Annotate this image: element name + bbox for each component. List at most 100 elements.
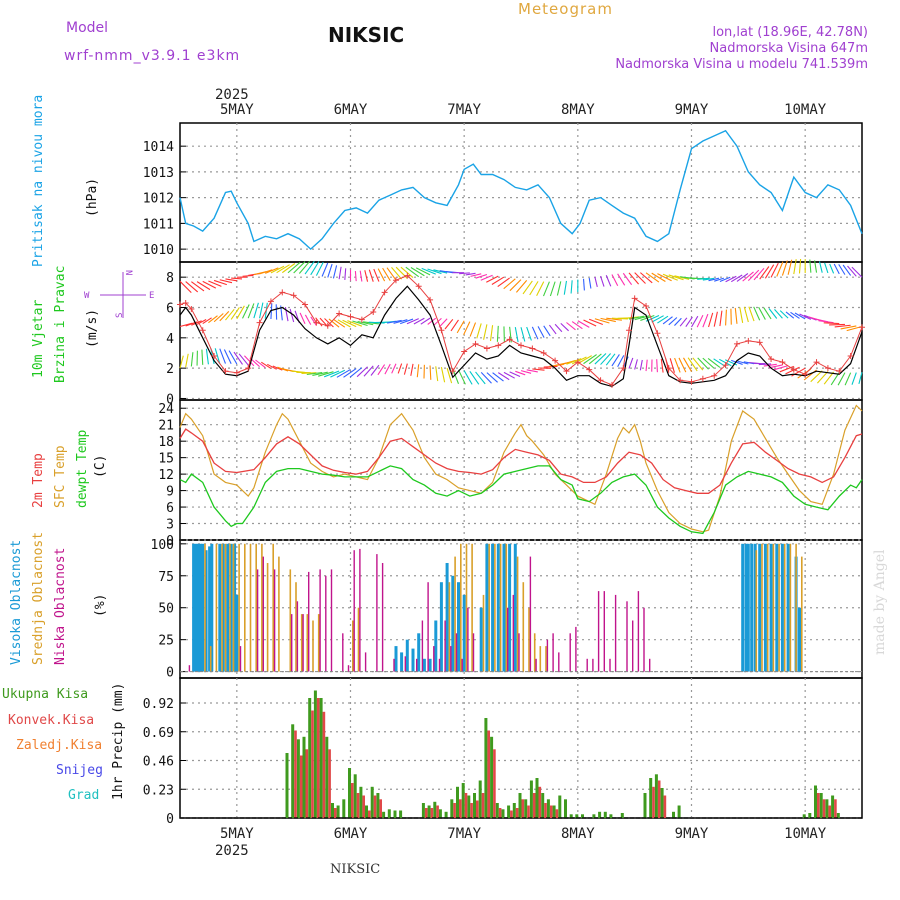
wind-compass: N W E S [84, 270, 154, 318]
wind-arrow [457, 369, 466, 385]
temp-tick-label: 24 [158, 402, 174, 417]
precip-tick-label: 0.92 [143, 697, 174, 712]
precip-conv-bar [532, 793, 536, 818]
cloud-high-bar [201, 543, 205, 672]
cloud-tick-label: 75 [158, 570, 174, 585]
wind-arrow [347, 320, 363, 327]
wind-arrow [736, 273, 749, 282]
wind-arrow [816, 371, 829, 384]
wind-arrow [214, 348, 221, 364]
cloud-mid-bar [801, 556, 803, 672]
cloud-mid-bar [224, 543, 227, 672]
wind-gust-marker [654, 330, 661, 337]
wind-arrow [233, 351, 243, 365]
wind-arrow [225, 278, 238, 282]
wind-arrow [373, 268, 380, 282]
wind-gust-marker [211, 353, 218, 360]
top-day-label: 5MAY [220, 102, 254, 118]
wind-arrow [475, 371, 486, 385]
wind-arrow [315, 261, 324, 276]
wind-arrow [293, 261, 306, 274]
wind-arrow [731, 359, 743, 365]
wind-gust-marker [631, 295, 638, 302]
wind-arrow [566, 322, 576, 331]
cloud-high-bar [422, 658, 426, 672]
cloud-high-bar [233, 543, 237, 672]
wind-arrow [352, 320, 368, 327]
precip-conv-bar [294, 730, 297, 818]
wind-arrow [259, 269, 273, 275]
wind-arrow [459, 272, 470, 275]
wind-arrow [503, 278, 516, 290]
cloud-high-bar [235, 594, 239, 672]
top-day-label: 10MAY [784, 102, 827, 118]
cloud-mid-bar [448, 582, 451, 672]
wind-arrow [571, 321, 583, 330]
wind-arrow [799, 313, 812, 320]
wind-arrow [363, 365, 374, 377]
wind-arrow [480, 274, 493, 281]
wind-arrow [382, 267, 391, 281]
precip-conv-bar [549, 805, 553, 818]
wind-arrow [713, 311, 718, 327]
cloud-low-bar [450, 646, 452, 672]
wind-arrow [823, 322, 840, 325]
wind-arrow [238, 353, 249, 366]
wind-arrow [450, 319, 459, 332]
cloud-mid-bar [761, 543, 763, 672]
cloud-mid-bar [295, 582, 297, 672]
cloud-low-bar [291, 614, 293, 672]
bottom-day-label: 6MAY [334, 826, 368, 842]
wind-arrow [397, 363, 403, 374]
wind-arrow [588, 353, 602, 365]
cloud-low-bar [433, 646, 435, 672]
wind-arrow [202, 317, 212, 325]
cloud-mid-bar [238, 543, 240, 672]
wind-arrow [628, 272, 640, 285]
wind-gust-marker [336, 310, 343, 317]
cloud-low-bar [256, 569, 259, 672]
top-day-label: 6MAY [334, 102, 368, 118]
precip-conv-bar [493, 749, 496, 819]
wind-arrow [343, 368, 357, 378]
cloud-mid-bar [488, 543, 490, 672]
cloud-high-bar [769, 543, 773, 672]
precip-conv-bar [657, 780, 661, 818]
wind-arrow [702, 277, 715, 281]
cloud-high-bar [405, 639, 409, 672]
wind-arrow [509, 279, 522, 292]
cloud-mid-bar [306, 614, 309, 672]
cloud-low-bar [472, 633, 475, 672]
wind-arrow [605, 275, 612, 287]
wind-arrow [674, 275, 690, 280]
precip-total-bar [836, 813, 840, 818]
wind-arrow [529, 281, 539, 296]
wind-arrow [242, 304, 250, 319]
compass-n-label: N [123, 270, 133, 275]
cloud-title-mid: Srednja Oblacnost [31, 532, 46, 665]
wind-arrow [191, 281, 205, 292]
wind-arrow [244, 355, 255, 367]
precip-conv-bar [379, 799, 382, 819]
wind-arrow [324, 370, 340, 378]
wind-arrow [332, 265, 338, 279]
precip-conv-bar [834, 799, 837, 819]
wind-arrow [823, 371, 835, 385]
wind-arrow [549, 281, 556, 297]
wind-arrow [678, 357, 687, 373]
wind-arrow [315, 317, 323, 327]
cloud-high-bar [775, 543, 779, 672]
cloud-high-bar [199, 543, 202, 672]
wind-arrow [536, 281, 545, 296]
cloud-low-bar [427, 582, 429, 672]
wind-gust-marker [745, 337, 752, 344]
cloud-mid-bar [795, 543, 797, 672]
cloud-mid-bar [261, 543, 263, 672]
precip-conv-bar [299, 755, 303, 818]
wind-arrow [583, 354, 597, 365]
cloud-high-bar [786, 543, 790, 672]
wind-arrow [281, 263, 296, 274]
wind-tick-label: 8 [166, 271, 174, 286]
wind-tick-label: 2 [166, 362, 174, 377]
precip-conv-bar [498, 808, 502, 818]
